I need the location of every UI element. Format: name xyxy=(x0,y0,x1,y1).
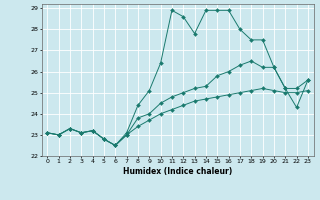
X-axis label: Humidex (Indice chaleur): Humidex (Indice chaleur) xyxy=(123,167,232,176)
